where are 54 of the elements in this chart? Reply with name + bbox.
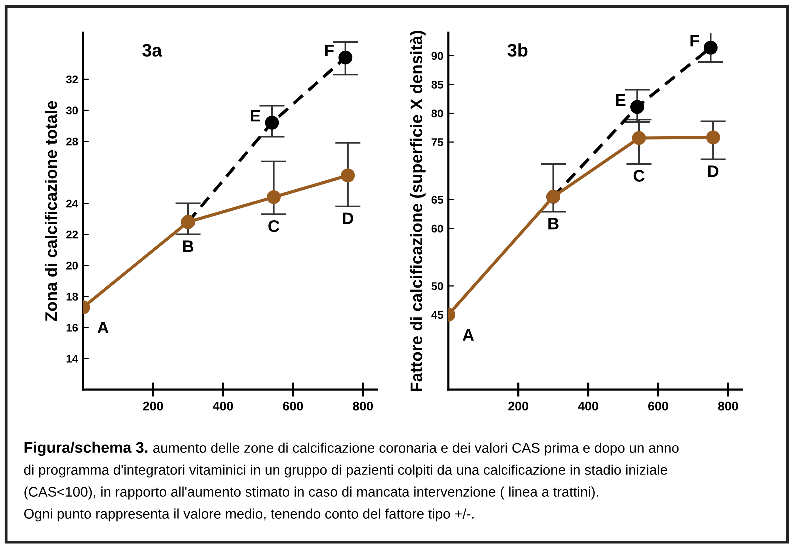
y-tick-label: 60 bbox=[432, 224, 444, 233]
annotation: B bbox=[548, 218, 559, 230]
y-tick-label: 75 bbox=[432, 138, 444, 146]
point bbox=[338, 50, 353, 65]
y-tick-label: 65 bbox=[432, 196, 444, 204]
y-tick-label: 28 bbox=[66, 138, 78, 146]
y-tick-label: 16 bbox=[66, 324, 78, 332]
y-tick-label: 50 bbox=[432, 282, 444, 290]
y-tick-label: 45 bbox=[432, 311, 444, 320]
x-tick-label: 400 bbox=[578, 402, 598, 411]
point bbox=[630, 100, 644, 114]
x-tick-label: 800 bbox=[353, 402, 374, 411]
y-tick-label: 32 bbox=[66, 76, 78, 84]
text: Ogni punto rappresenta il valore medio, tenendo conto del fattore tipo +/-. bbox=[24, 508, 474, 522]
annotation: F bbox=[690, 35, 700, 47]
point bbox=[632, 131, 646, 146]
annotation: C bbox=[634, 170, 645, 182]
x-tick-label: 200 bbox=[143, 402, 164, 411]
annotation: F bbox=[325, 45, 334, 57]
x-tick-label: 800 bbox=[718, 402, 738, 411]
x-tick-label: 600 bbox=[283, 402, 304, 411]
x-tick-label: 600 bbox=[648, 402, 668, 411]
y-tick-label: 22 bbox=[66, 230, 78, 239]
x-tick-label: 400 bbox=[213, 402, 234, 411]
annotation: D bbox=[708, 166, 719, 178]
y-tick-label: 90 bbox=[432, 52, 444, 60]
chart-title: 3b bbox=[508, 44, 528, 57]
chart-title: 3a bbox=[142, 44, 162, 57]
y-axis-title: Zona di calcificazione totale bbox=[45, 101, 58, 322]
point bbox=[265, 116, 280, 130]
x-tick-label: 200 bbox=[508, 402, 528, 411]
annotation: E bbox=[616, 94, 626, 106]
y-tick-label: 24 bbox=[66, 200, 78, 208]
annotation: D bbox=[343, 212, 354, 224]
point bbox=[704, 40, 718, 55]
text: aumento delle zone di calcificazione coronaria e dei valori CAS prima e dopo un anno bbox=[154, 442, 679, 456]
y-tick-label: 30 bbox=[66, 106, 78, 115]
annotation: C bbox=[268, 220, 280, 232]
y-tick-label: 20 bbox=[66, 262, 78, 270]
point bbox=[706, 130, 720, 145]
text: Figura/schema 3. bbox=[24, 442, 148, 456]
point bbox=[267, 190, 281, 204]
annotation: A bbox=[462, 329, 474, 341]
y-axis-title: Fattore di calcificazione (superficie X densità) bbox=[410, 31, 426, 392]
y-tick-label: 80 bbox=[432, 110, 444, 118]
y-tick-label: 14 bbox=[66, 355, 78, 363]
text: (CAS<100), in rapporto all'aumento stimato in caso di mancata intervenzione ( linea a trattini). bbox=[24, 486, 598, 500]
y-tick-label: 85 bbox=[432, 81, 444, 89]
y-tick-label: 18 bbox=[66, 292, 78, 301]
annotation: A bbox=[98, 322, 109, 334]
annotation: B bbox=[183, 240, 194, 252]
annotation: E bbox=[251, 110, 260, 122]
point bbox=[341, 168, 356, 183]
text: di programma d'integratori vitaminici in un gruppo di pazienti colpiti da una calcificazione in stadio iniziale bbox=[24, 464, 668, 478]
